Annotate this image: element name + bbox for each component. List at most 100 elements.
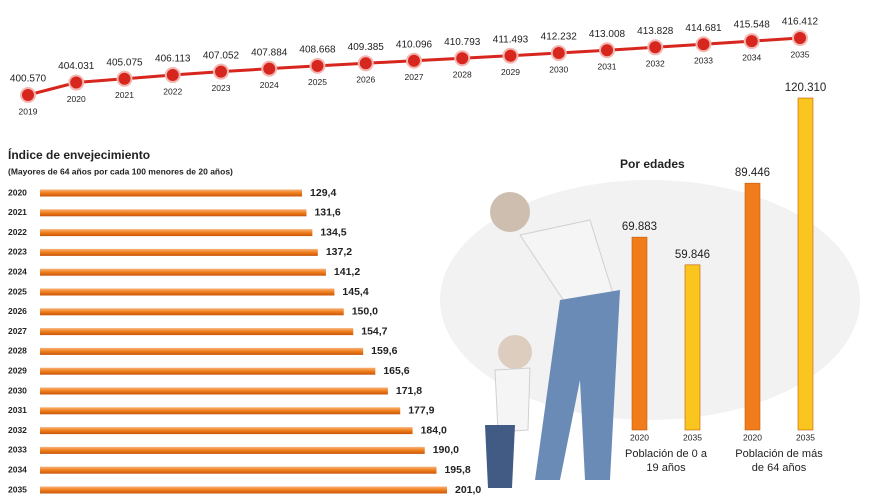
value-label: 134,5 [320, 226, 346, 238]
value-label: 165,6 [383, 365, 409, 377]
y-tick-label: 2025 [8, 286, 27, 296]
y-tick-label: 2033 [8, 445, 27, 455]
value-label: 414.681 [685, 23, 722, 34]
point [116, 70, 133, 87]
value-label: 129,4 [310, 187, 336, 199]
value-label: 413.008 [589, 29, 626, 40]
value-label: 408.668 [299, 45, 336, 56]
value-label: 184,0 [421, 424, 447, 436]
value-label: 141,2 [334, 266, 360, 278]
value-label: 412.232 [541, 32, 578, 43]
bar [744, 182, 761, 431]
value-label: 415.548 [734, 20, 771, 31]
point [599, 42, 615, 59]
bar [684, 264, 701, 431]
bar [40, 189, 303, 197]
y-tick-label: 2022 [8, 227, 27, 237]
y-tick-label: 2034 [8, 464, 27, 474]
x-tick-label: 2026 [356, 75, 375, 85]
point [743, 33, 760, 50]
point [164, 67, 181, 84]
value-label: 131,6 [314, 207, 340, 219]
value-label: 154,7 [361, 325, 387, 337]
value-label: 159,6 [371, 345, 397, 357]
x-tick-label: 2035 [796, 432, 815, 442]
x-tick-label: 2020 [67, 94, 86, 104]
y-tick-label: 2020 [8, 187, 27, 197]
value-label: 405.075 [106, 57, 143, 68]
value-label: 406.113 [155, 54, 191, 65]
value-label: 409.385 [348, 42, 385, 53]
value-label: 89.446 [735, 167, 770, 179]
bar [40, 367, 376, 375]
value-label: 120.310 [785, 82, 827, 94]
value-label: 416.412 [782, 17, 819, 28]
bar [797, 97, 814, 431]
y-tick-label: 2032 [8, 425, 27, 435]
x-tick-label: 2020 [630, 432, 649, 442]
point [502, 47, 519, 64]
x-tick-label: 2021 [115, 90, 134, 100]
y-tick-label: 2027 [8, 326, 27, 336]
x-tick-label: 2032 [646, 59, 665, 69]
x-tick-label: 2031 [598, 61, 617, 71]
x-tick-label: 2035 [683, 432, 702, 442]
value-label: 410.793 [444, 37, 481, 48]
y-tick-label: 2028 [8, 346, 27, 356]
value-label: 407.884 [251, 47, 288, 58]
x-tick-label: 2034 [742, 52, 761, 62]
y-tick-label: 2021 [8, 207, 27, 217]
x-tick-label: 2022 [163, 86, 182, 96]
point [454, 50, 471, 67]
point [406, 52, 422, 69]
value-label: 410.096 [396, 39, 433, 50]
value-label: 404.031 [58, 61, 95, 72]
bar [40, 308, 344, 316]
point [20, 87, 36, 103]
x-tick-label: 2027 [405, 72, 424, 82]
bar [631, 236, 648, 431]
value-label: 59.846 [675, 249, 710, 261]
bar [40, 288, 335, 296]
bar [40, 446, 425, 454]
x-tick-label: 2033 [694, 55, 713, 65]
bar [40, 347, 364, 355]
x-tick-label: 2024 [260, 80, 279, 90]
y-tick-label: 2030 [8, 385, 27, 395]
y-tick-label: 2024 [8, 266, 27, 276]
bar [40, 387, 388, 395]
x-tick-label: 2028 [453, 69, 472, 79]
x-tick-label: 2029 [501, 67, 520, 77]
category-label: Población de más de 64 años [735, 448, 823, 474]
y-tick-label: 2031 [8, 405, 27, 415]
x-tick-label: 2020 [743, 432, 762, 442]
point [309, 57, 326, 74]
value-label: 69.883 [622, 221, 657, 233]
value-label: 413.828 [637, 26, 674, 37]
point [261, 60, 278, 77]
point [695, 36, 712, 53]
point [550, 45, 567, 62]
value-label: 145,4 [342, 286, 368, 298]
x-tick-label: 2023 [212, 83, 231, 93]
value-label: 190,0 [433, 444, 459, 456]
x-tick-label: 2019 [19, 106, 38, 116]
y-tick-label: 2035 [8, 484, 27, 494]
bar [40, 328, 354, 336]
value-label: 400.570 [10, 74, 47, 85]
value-label: 411.493 [493, 34, 529, 45]
bar [40, 268, 326, 276]
bar [40, 407, 401, 415]
bar [40, 427, 413, 435]
value-label: 137,2 [326, 246, 352, 258]
y-tick-label: 2026 [8, 306, 27, 316]
y-tick-label: 2023 [8, 247, 27, 257]
value-label: 177,9 [408, 405, 434, 417]
hbar-title: Índice de envejecimiento [8, 147, 150, 162]
x-tick-label: 2025 [308, 77, 327, 87]
x-tick-label: 2035 [791, 49, 810, 59]
value-label: 171,8 [396, 385, 422, 397]
bar [40, 486, 447, 494]
